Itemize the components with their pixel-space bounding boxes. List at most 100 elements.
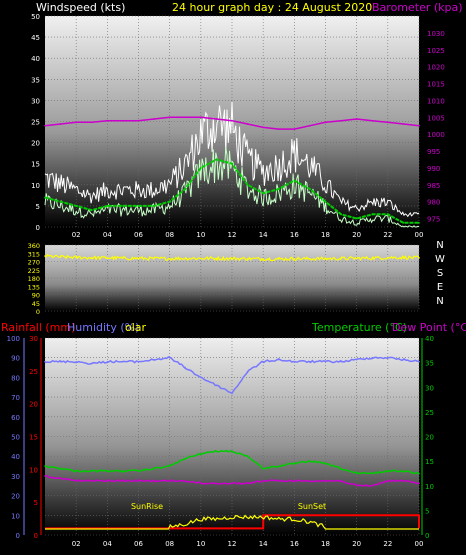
direction-point — [277, 258, 280, 260]
windspeed-point — [293, 179, 296, 182]
temp-y-tick: 40 — [425, 335, 434, 343]
wind-y-tick: 25 — [31, 119, 40, 127]
humidity-y-tick: 100 — [7, 335, 20, 343]
temperature-point — [293, 462, 296, 465]
rain-y-tick: 20 — [29, 401, 38, 409]
temperature-point — [262, 467, 264, 470]
humidity-point — [277, 358, 280, 361]
barometer-point — [402, 123, 405, 125]
windspeed-point — [215, 158, 218, 161]
temp-y-tick: 5 — [425, 507, 429, 515]
dewpoint-point — [200, 482, 202, 485]
rain-y-tick: 5 — [34, 499, 38, 507]
windspeed-point — [231, 162, 233, 165]
temp-y-tick: 30 — [425, 384, 434, 392]
rain-y-tick: 15 — [29, 434, 38, 442]
temp-y-tick: 0 — [425, 532, 429, 540]
direction-point — [90, 257, 93, 259]
wind-x-tick: 16 — [290, 231, 299, 239]
direction-y-tick: 270 — [28, 259, 40, 267]
humidity-point — [215, 384, 218, 387]
wind-x-tick: 02 — [72, 231, 81, 239]
baro-y-tick: 995 — [427, 148, 440, 156]
dewpoint-point — [90, 480, 93, 482]
dewpoint-point — [106, 480, 109, 482]
temperature-point — [402, 470, 405, 472]
dewpoint-point — [44, 475, 46, 477]
temperature-point — [90, 470, 93, 472]
direction-point — [153, 257, 155, 260]
dewpoint-point — [418, 482, 420, 485]
direction-point — [262, 258, 264, 260]
humidity-point — [246, 370, 249, 373]
windspeed-point — [168, 200, 171, 203]
temperature-point — [246, 455, 249, 458]
humidity-point — [309, 360, 311, 363]
humidity-point — [387, 356, 389, 359]
dewpoint-point — [340, 480, 342, 482]
baro-y-tick: 980 — [427, 199, 440, 207]
windspeed-point — [418, 221, 420, 224]
axes: 0510152025303540455097598098599099510001… — [7, 13, 445, 548]
temp-y-tick: 25 — [425, 409, 434, 417]
rain-y-tick: 0 — [34, 532, 38, 540]
humidity-y-tick: 40 — [11, 453, 20, 461]
temperature-point — [355, 472, 358, 475]
humidity-point — [90, 362, 93, 365]
humidity-y-tick: 70 — [11, 394, 20, 402]
direction-point — [200, 257, 202, 260]
windspeed-point — [137, 205, 140, 207]
dewpoint-point — [75, 480, 77, 482]
direction-point — [184, 257, 187, 260]
windspeed-point — [355, 217, 358, 220]
climate-x-tick: 08 — [165, 540, 174, 548]
temperature-point — [418, 472, 420, 475]
direction-point — [168, 257, 171, 260]
temperature-point — [309, 460, 311, 462]
temperature-point — [137, 470, 140, 472]
baro-y-tick: 1015 — [427, 81, 445, 89]
direction-point — [231, 257, 233, 260]
dewpoint-point — [153, 480, 155, 482]
humidity-point — [200, 376, 202, 379]
windspeed-point — [324, 200, 327, 203]
barometer-point — [246, 123, 249, 125]
baro-y-tick: 975 — [427, 216, 440, 224]
dewpoint-point — [371, 484, 374, 487]
sunset-annotation: SunSet — [298, 502, 326, 511]
direction-y-tick: 0 — [36, 308, 40, 316]
humidity-point — [340, 360, 342, 363]
dewpoint-point — [324, 480, 327, 482]
baro-y-tick: 1010 — [427, 97, 445, 105]
climate-x-tick: 06 — [134, 540, 143, 548]
temperature-point — [215, 450, 218, 453]
barometer-point — [418, 124, 420, 127]
barometer-point — [153, 118, 155, 120]
climate-x-tick: 00 — [415, 540, 424, 548]
baro-y-tick: 1000 — [427, 131, 445, 139]
windspeed-point — [90, 209, 93, 211]
direction-point — [309, 257, 311, 260]
barometer-point — [355, 118, 358, 120]
windspeed-point — [262, 192, 264, 195]
direction-y-tick: 135 — [28, 283, 40, 291]
humidity-point — [44, 360, 46, 363]
temp-y-tick: 10 — [425, 483, 434, 491]
temperature-point — [75, 470, 77, 472]
wind-y-tick: 40 — [31, 55, 40, 63]
temperature-point — [122, 470, 124, 472]
wind-x-tick: 18 — [321, 231, 330, 239]
baro-y-tick: 1005 — [427, 114, 445, 122]
rain-y-tick: 25 — [29, 368, 38, 376]
windspeed-point — [277, 188, 280, 190]
windspeed-point — [340, 213, 342, 216]
wind-x-tick: 22 — [383, 231, 392, 239]
dewpoint-point — [402, 480, 405, 482]
climate-x-tick: 12 — [228, 540, 237, 548]
temperature-point — [153, 467, 155, 470]
rain-y-tick: 10 — [29, 466, 38, 474]
temp-y-tick: 20 — [425, 434, 434, 442]
wind-x-tick: 06 — [134, 231, 143, 239]
humidity-point — [355, 358, 358, 361]
barometer-point — [168, 116, 171, 119]
